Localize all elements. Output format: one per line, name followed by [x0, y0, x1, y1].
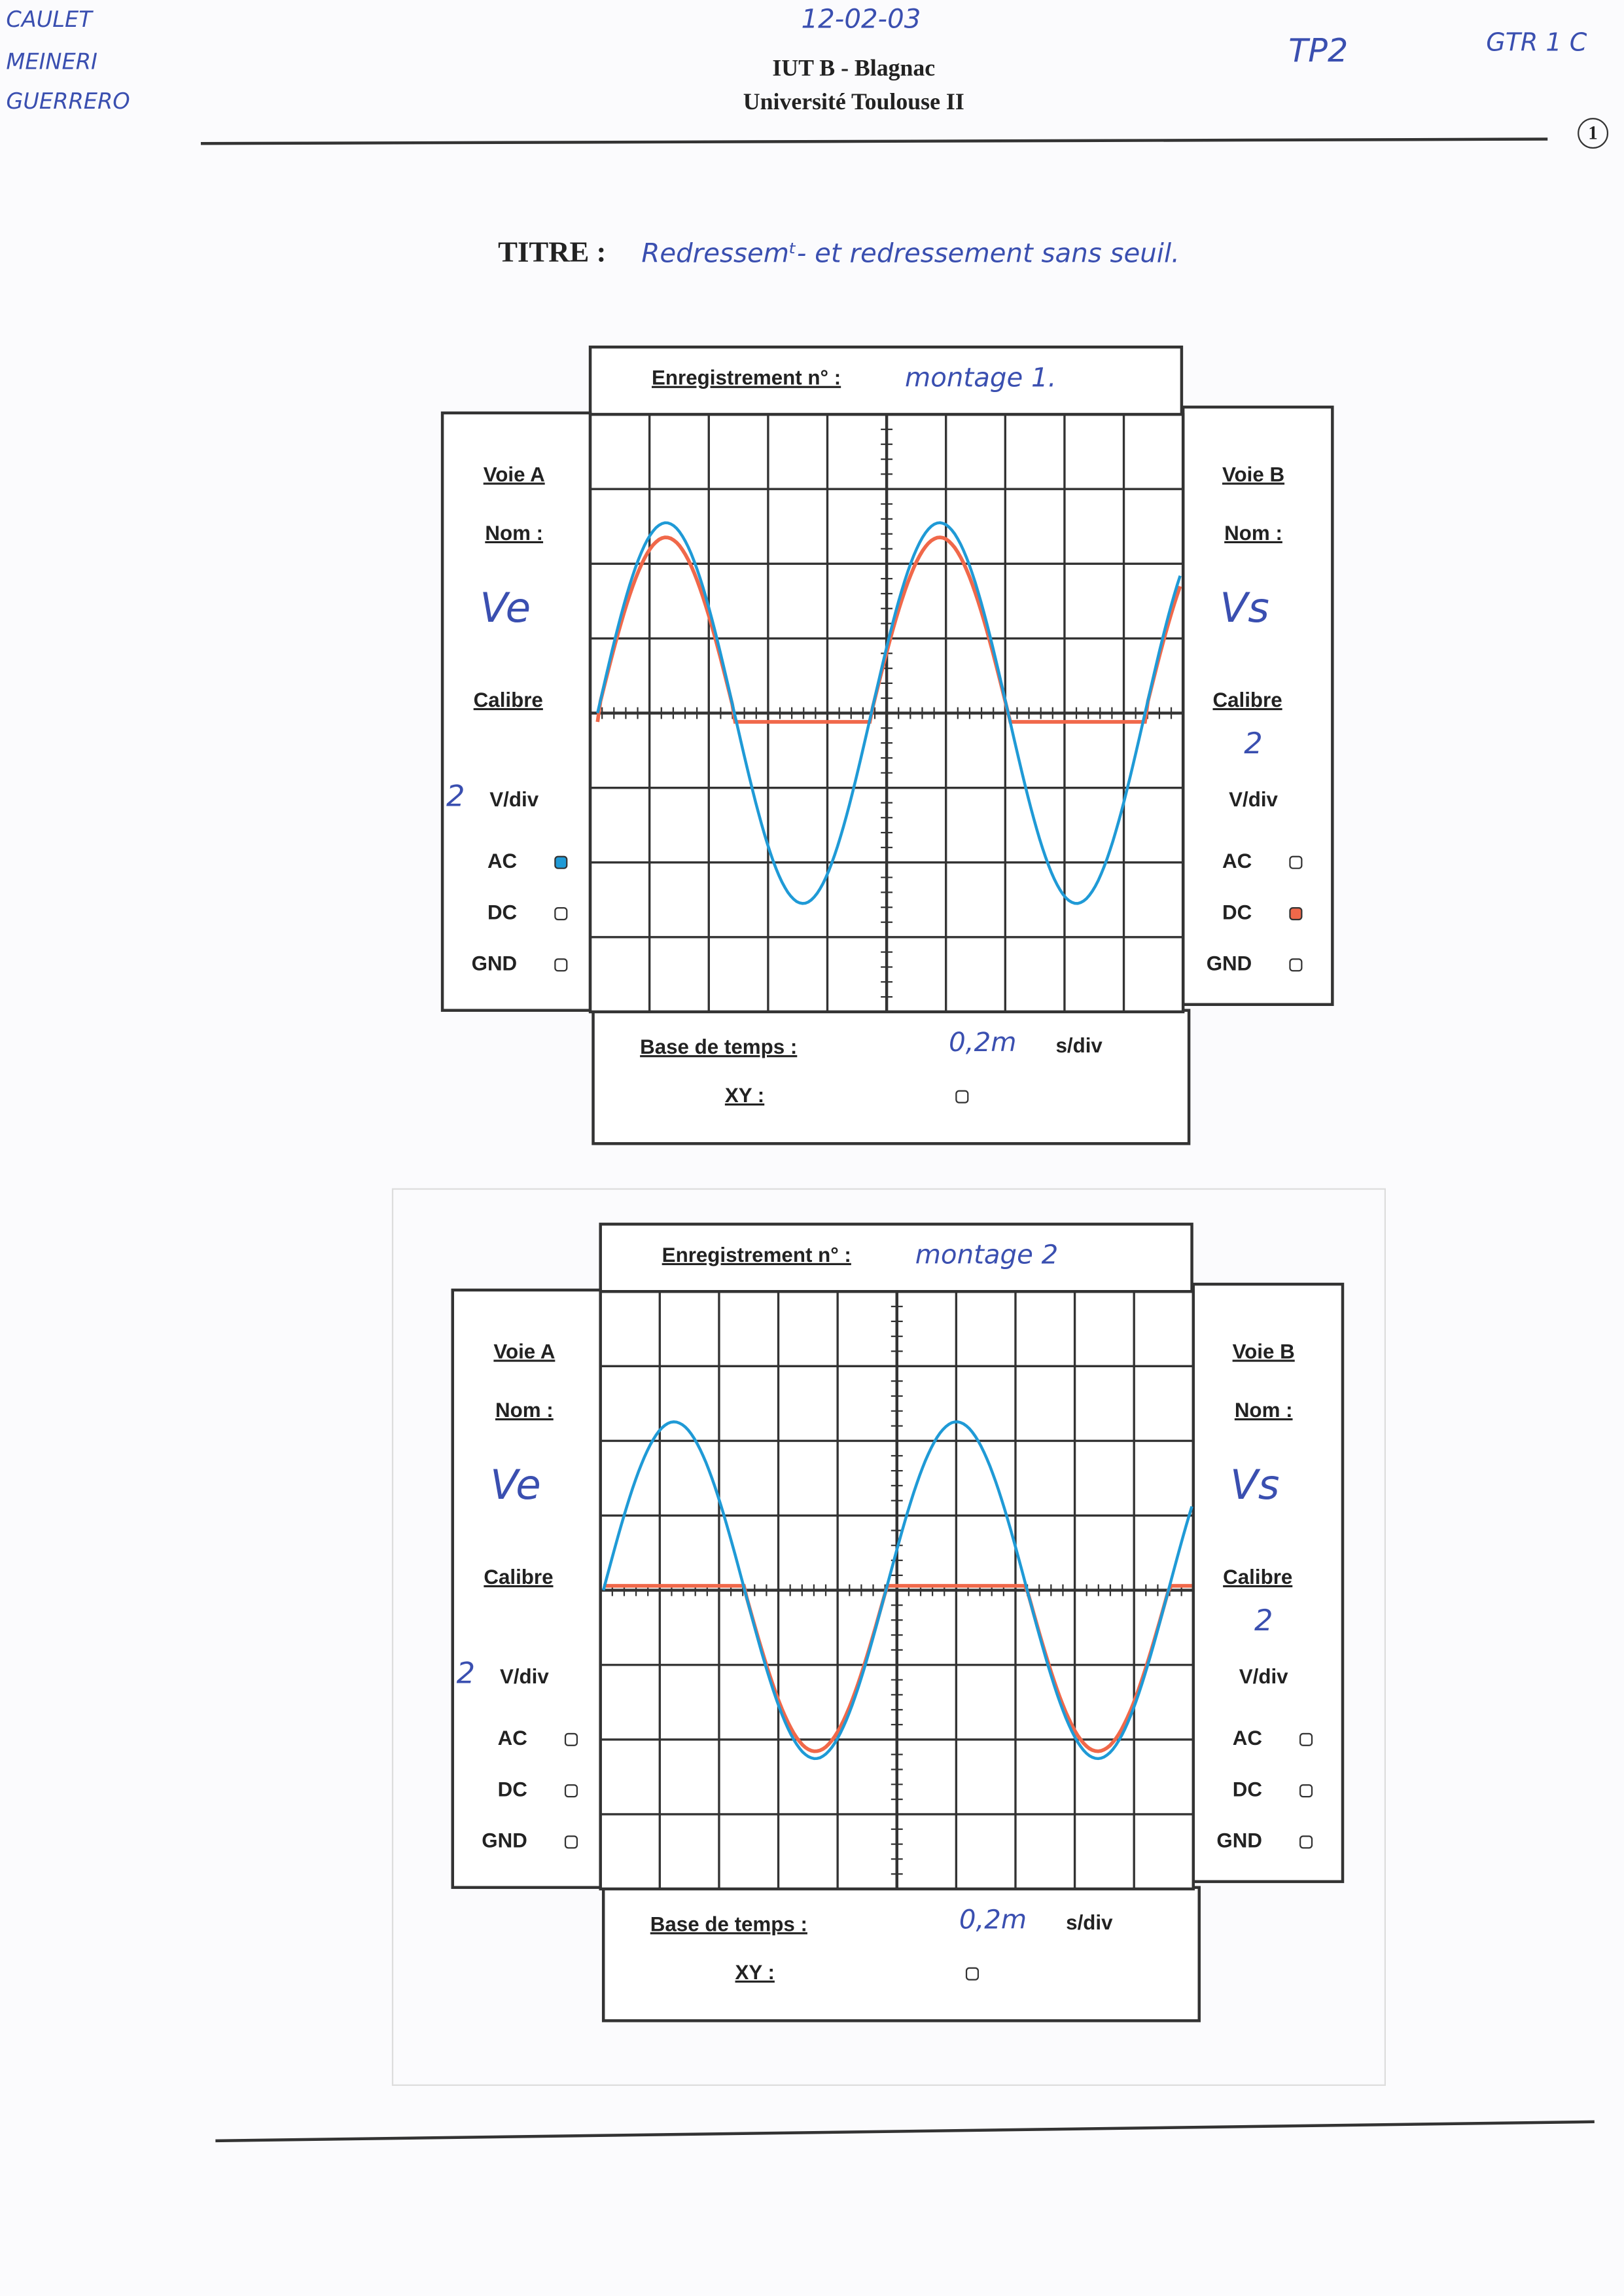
- timebase: 0,2m: [949, 1028, 1016, 1058]
- name-label: Nom :: [495, 1399, 554, 1422]
- channel-a-panel: [451, 1288, 602, 1890]
- record-label: Enregistrement n° :: [662, 1244, 851, 1266]
- coupling-label: DC: [487, 901, 517, 924]
- author: CAULET: [6, 7, 94, 32]
- timebase-unit: s/div: [1056, 1034, 1103, 1057]
- timebase-unit: s/div: [1066, 1911, 1113, 1934]
- xy-label: XY :: [735, 1961, 775, 1984]
- record-header: [588, 345, 1184, 416]
- record-name: montage 2: [915, 1240, 1059, 1270]
- checkbox: [554, 958, 568, 972]
- channel-label: Voie B: [1222, 463, 1284, 486]
- coupling-label: DC: [1233, 1778, 1262, 1801]
- title-label: TITRE :: [498, 236, 606, 268]
- trace-a: [596, 521, 1182, 905]
- page-circle: [1578, 118, 1609, 149]
- calibre-label: Calibre: [484, 1566, 553, 1588]
- unit: V/div: [1229, 788, 1278, 811]
- page-number: 1: [1588, 122, 1598, 143]
- channel-label: Voie A: [493, 1340, 555, 1363]
- calibre-label: Calibre: [474, 689, 543, 711]
- calibre-label: Calibre: [1213, 689, 1282, 711]
- name-label: Nom :: [485, 522, 543, 545]
- checkbox: [1289, 855, 1303, 869]
- date: 12-02-03: [802, 4, 921, 34]
- recording: Enregistrement n° : montage 2 Voie A Nom : V…: [451, 1223, 1345, 2022]
- checkbox: [554, 906, 568, 921]
- coupling-label: GND: [1216, 1829, 1262, 1852]
- channel-a-panel: [440, 411, 592, 1012]
- coupling-label: AC: [498, 1727, 527, 1749]
- timebase-panel: [591, 1009, 1191, 1145]
- unit: V/div: [1239, 1665, 1288, 1688]
- calibre: 2: [446, 778, 465, 813]
- title-text: Redressemᵗ- et redressement sans seuil.: [641, 238, 1180, 268]
- checkbox: [1289, 958, 1303, 972]
- checkbox: [955, 1090, 969, 1103]
- coupling-label: DC: [1222, 901, 1252, 924]
- group: GTR 1 C: [1486, 28, 1587, 57]
- checkbox: [554, 855, 568, 869]
- checkbox: [564, 1732, 578, 1746]
- paste-frame: [391, 1188, 1386, 2086]
- record-name: montage 1.: [905, 363, 1056, 393]
- author: MEINERI: [6, 49, 97, 75]
- channel-label: Voie A: [484, 463, 545, 486]
- coupling-label: GND: [482, 1829, 527, 1852]
- coupling-label: GND: [1207, 952, 1252, 975]
- channel-name: Ve: [480, 584, 531, 632]
- coupling-label: GND: [472, 952, 518, 975]
- checkbox: [965, 1967, 980, 1981]
- unit: V/div: [489, 788, 538, 811]
- record-label: Enregistrement n° :: [652, 367, 841, 389]
- timebase-panel: [601, 1886, 1201, 2022]
- timebase-label: Base de temps :: [650, 1912, 807, 1935]
- checkbox: [1289, 906, 1303, 921]
- channel-name: Vs: [1230, 1461, 1279, 1509]
- checkbox: [564, 1835, 578, 1849]
- calibre-label: Calibre: [1223, 1566, 1292, 1588]
- checkbox: [1299, 1784, 1313, 1798]
- name-label: Nom :: [1224, 522, 1282, 545]
- timebase: 0,2m: [959, 1905, 1027, 1935]
- checkbox: [564, 1784, 578, 1798]
- channel-name: Ve: [490, 1461, 541, 1509]
- university: Université Toulouse II: [743, 88, 964, 115]
- timebase-label: Base de temps :: [640, 1035, 797, 1058]
- channel-name: Vs: [1220, 584, 1269, 632]
- tp: TP2: [1288, 31, 1348, 69]
- name-label: Nom :: [1235, 1399, 1293, 1422]
- channel-label: Voie B: [1233, 1340, 1295, 1363]
- institution: IUT B - Blagnac: [772, 55, 935, 81]
- author: GUERRERO: [6, 88, 130, 114]
- coupling-label: AC: [487, 850, 517, 872]
- header-rule: [200, 137, 1548, 145]
- recording: Enregistrement n° : montage 1. Voie A Nom :…: [440, 345, 1334, 1145]
- footer-rule: [215, 2120, 1595, 2143]
- trace-b: [603, 1584, 1192, 1753]
- calibre: 2: [1254, 1603, 1273, 1638]
- channel-b-panel: [1181, 405, 1334, 1006]
- checkbox: [1299, 1732, 1313, 1746]
- unit: V/div: [500, 1665, 549, 1688]
- trace-a: [602, 1420, 1193, 1761]
- coupling-label: AC: [1222, 850, 1252, 872]
- xy-label: XY :: [725, 1084, 764, 1107]
- calibre: 2: [457, 1655, 475, 1690]
- checkbox: [1299, 1835, 1313, 1849]
- calibre: 2: [1244, 726, 1262, 761]
- coupling-label: AC: [1233, 1727, 1262, 1749]
- coupling-label: DC: [498, 1778, 527, 1801]
